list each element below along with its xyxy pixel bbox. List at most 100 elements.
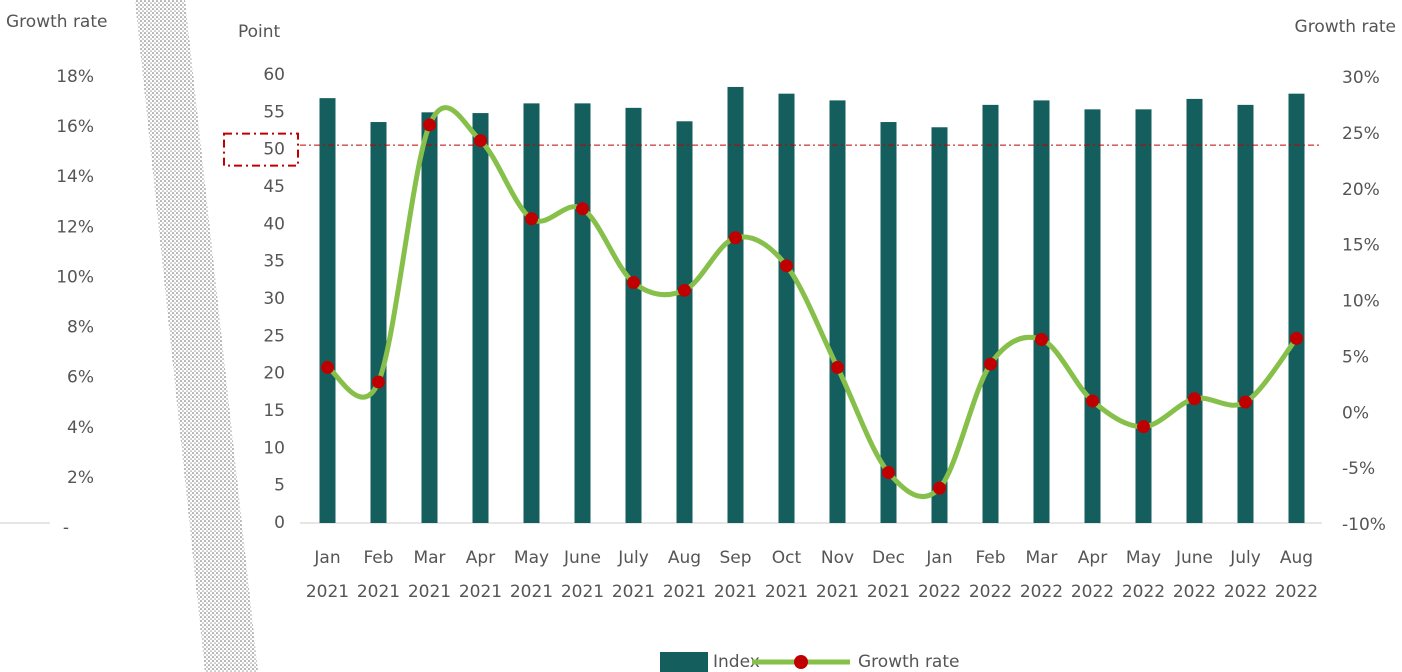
y-tick-label: 35 — [263, 252, 285, 272]
y-tick-label: 10 — [263, 438, 285, 458]
x-tick-label: Jan 2022 — [917, 548, 962, 602]
y3-tick-label: 12% — [56, 217, 94, 237]
break-band — [135, 0, 258, 672]
marker — [933, 481, 946, 495]
x-tick-label: Jan 2021 — [305, 548, 350, 602]
x-tick-label: Mar 2021 — [407, 548, 452, 602]
bar — [421, 112, 438, 523]
legend-swatch — [660, 652, 708, 672]
marker — [576, 202, 589, 216]
bar — [319, 98, 336, 523]
y-tick-label: 5 — [274, 476, 285, 496]
x-tick-label: Oct 2021 — [764, 548, 809, 602]
marker — [882, 465, 895, 479]
bar — [574, 103, 591, 523]
x-tick-label: July 2022 — [1223, 548, 1268, 602]
x-tick-label: Dec 2021 — [866, 548, 911, 602]
marker — [1188, 392, 1201, 406]
tick-highlight — [223, 132, 299, 167]
y-tick-label: 55 — [263, 102, 285, 122]
y-tick-label: 40 — [263, 214, 285, 234]
bar — [880, 122, 897, 523]
bar — [1135, 109, 1152, 523]
bar — [829, 100, 846, 524]
x-tick-label: Aug 2022 — [1274, 548, 1319, 602]
y2-axis-label: Growth rate — [1295, 17, 1396, 37]
x-tick-label: Apr 2022 — [1070, 548, 1115, 602]
marker — [423, 118, 436, 132]
bar — [1033, 100, 1050, 524]
marker — [831, 360, 844, 374]
x-tick-label: Aug 2021 — [662, 548, 707, 602]
x-tick-label: May 2022 — [1121, 548, 1166, 602]
x-tick-label: Feb 2022 — [968, 548, 1013, 602]
y-tick-label: 25 — [263, 326, 285, 346]
x-tick-label: June 2022 — [1172, 548, 1217, 602]
legend-label: Index — [713, 652, 760, 672]
y-axis-label: Point — [238, 22, 281, 42]
marker — [1035, 332, 1048, 346]
marker — [321, 360, 334, 374]
x-tick-label: Nov 2021 — [815, 548, 860, 602]
y2-tick-label: 30% — [1342, 68, 1380, 88]
bar — [1237, 104, 1254, 523]
marker — [1290, 331, 1303, 345]
x-tick-label: July 2021 — [611, 548, 656, 602]
y2-tick-label: 20% — [1342, 180, 1380, 200]
bar — [931, 127, 948, 524]
tick-bg — [50, 514, 106, 538]
bar — [676, 121, 693, 523]
y3-tick-label: 14% — [56, 167, 94, 187]
marker — [372, 375, 385, 389]
y-tick-label: 60 — [263, 65, 285, 85]
marker — [729, 231, 742, 245]
marker — [1137, 420, 1150, 434]
x-tick-label: Feb 2021 — [356, 548, 401, 602]
bar — [727, 86, 744, 524]
y-tick-label: 50 — [263, 140, 285, 160]
bar — [982, 104, 999, 523]
y3-axis-label: Growth rate — [6, 12, 107, 32]
y3-tick-label: 2% — [67, 468, 94, 488]
y3-tick-label: 6% — [67, 368, 94, 388]
bar — [1186, 98, 1203, 523]
bar — [778, 93, 795, 524]
y3-tick-label: 18% — [56, 67, 94, 87]
y3-tick-label: 8% — [67, 318, 94, 338]
y2-tick-label: 0% — [1342, 403, 1369, 423]
bar — [1288, 93, 1305, 524]
y2-tick-label: -5% — [1342, 459, 1375, 479]
y2-tick-label: 25% — [1342, 124, 1380, 144]
legend-label: Growth rate — [858, 652, 959, 672]
marker — [780, 259, 793, 273]
y2-tick-label: 15% — [1342, 236, 1380, 256]
y-tick-label: 0 — [274, 513, 285, 533]
x-tick-label: Apr 2021 — [458, 548, 503, 602]
y-tick-label: 15 — [263, 401, 285, 421]
bar — [625, 107, 642, 523]
x-tick-label: Mar 2022 — [1019, 548, 1064, 602]
y-tick-label: 20 — [263, 364, 285, 384]
y2-tick-label: 5% — [1342, 347, 1369, 367]
bar — [370, 122, 387, 523]
marker — [678, 283, 691, 297]
marker — [525, 212, 538, 226]
y-tick-label: 45 — [263, 177, 285, 197]
legend-swatch — [794, 655, 808, 669]
x-tick-label: Sep 2021 — [713, 548, 758, 602]
marker — [474, 134, 487, 148]
marker — [1086, 394, 1099, 408]
marker — [984, 357, 997, 371]
y3-tick-label: - — [63, 518, 69, 538]
y3-tick-label: 4% — [67, 418, 94, 438]
bar — [523, 103, 540, 523]
y-tick-label: 30 — [263, 289, 285, 309]
bar — [1084, 109, 1101, 523]
marker — [627, 276, 640, 290]
y2-tick-label: 10% — [1342, 292, 1380, 312]
x-tick-label: June 2021 — [560, 548, 605, 602]
y3-tick-label: 16% — [56, 117, 94, 137]
y3-tick-label: 10% — [56, 267, 94, 287]
